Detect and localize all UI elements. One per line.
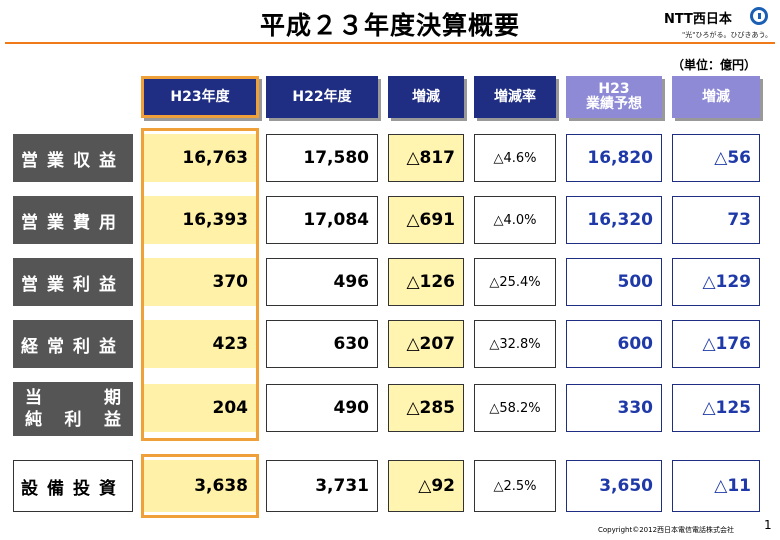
cell-diff2: △129 bbox=[672, 258, 760, 306]
row-label-line2: 純 利 益 bbox=[25, 409, 121, 431]
cell-rate: △4.6% bbox=[474, 134, 556, 182]
cell-forecast: 600 bbox=[566, 320, 662, 368]
cell-forecast: 330 bbox=[566, 384, 662, 432]
unit-label: （単位：億円） bbox=[672, 58, 757, 72]
header-rate: 増減率 bbox=[474, 76, 556, 118]
cell-rate: △32.8% bbox=[474, 320, 556, 368]
cell-h23: 16,763 bbox=[144, 134, 256, 182]
row-label-net-income: 当 期 純 利 益 bbox=[13, 382, 133, 436]
row-label-operating-income: 営業利益 bbox=[13, 258, 133, 306]
cell-forecast: 16,320 bbox=[566, 196, 662, 244]
copyright: Copyright©2012西日本電信電話株式会社 bbox=[598, 526, 735, 534]
row-label-char: 当 bbox=[25, 388, 42, 408]
cell-diff: △285 bbox=[388, 384, 464, 432]
cell-forecast: 500 bbox=[566, 258, 662, 306]
cell-h23: 370 bbox=[144, 258, 256, 306]
header-diff: 増減 bbox=[388, 76, 464, 118]
cell-rate: △4.0% bbox=[474, 196, 556, 244]
cell-forecast: 3,650 bbox=[566, 460, 662, 512]
row-label-line1: 当 期 bbox=[25, 387, 121, 409]
cell-h22: 630 bbox=[266, 320, 378, 368]
row-label-char: 利 bbox=[64, 410, 82, 430]
cell-diff: △691 bbox=[388, 196, 464, 244]
cell-diff2: △176 bbox=[672, 320, 760, 368]
cell-diff: △126 bbox=[388, 258, 464, 306]
company-logo: NTT西日本 "光"ひろがる。ひびきあう。 bbox=[664, 7, 774, 42]
header-forecast-line1: H23 bbox=[598, 81, 630, 97]
cell-h22: 3,731 bbox=[266, 460, 378, 512]
cell-h22: 17,580 bbox=[266, 134, 378, 182]
cell-h22: 490 bbox=[266, 384, 378, 432]
header-h23: H23年度 bbox=[141, 76, 259, 118]
cell-diff2: △11 bbox=[672, 460, 760, 512]
row-label-char: 純 bbox=[25, 410, 42, 430]
cell-rate: △58.2% bbox=[474, 384, 556, 432]
cell-h23: 423 bbox=[144, 320, 256, 368]
cell-rate: △2.5% bbox=[474, 460, 556, 512]
cell-h23: 16,393 bbox=[144, 196, 256, 244]
ntt-logo-icon bbox=[750, 7, 768, 25]
cell-diff: △92 bbox=[388, 460, 464, 512]
cell-forecast: 16,820 bbox=[566, 134, 662, 182]
page-title: 平成２３年度決算概要 bbox=[259, 11, 520, 40]
title-divider bbox=[5, 42, 775, 44]
header-forecast-line2: 業績予想 bbox=[586, 96, 642, 112]
header-forecast: H23 業績予想 bbox=[566, 76, 662, 118]
header-diff2: 増減 bbox=[672, 76, 760, 118]
row-label-capex: 設備投資 bbox=[13, 460, 133, 512]
cell-diff2: △125 bbox=[672, 384, 760, 432]
cell-h23: 204 bbox=[144, 384, 256, 432]
cell-diff2: 73 bbox=[672, 196, 760, 244]
cell-diff2: △56 bbox=[672, 134, 760, 182]
logo-name: NTT西日本 bbox=[664, 12, 732, 27]
cell-diff: △207 bbox=[388, 320, 464, 368]
row-label-revenue: 営業収益 bbox=[13, 134, 133, 182]
cell-diff: △817 bbox=[388, 134, 464, 182]
cell-h23: 3,638 bbox=[144, 460, 256, 512]
cell-h22: 17,084 bbox=[266, 196, 378, 244]
row-label-char: 益 bbox=[104, 410, 121, 430]
row-label-ordinary-income: 経常利益 bbox=[13, 320, 133, 368]
row-label-expenses: 営業費用 bbox=[13, 196, 133, 244]
page-number: 1 bbox=[764, 518, 772, 532]
cell-rate: △25.4% bbox=[474, 258, 556, 306]
row-label-char: 期 bbox=[104, 388, 121, 408]
cell-h22: 496 bbox=[266, 258, 378, 306]
logo-tagline: "光"ひろがる。ひびきあう。 bbox=[682, 31, 773, 39]
header-h22: H22年度 bbox=[266, 76, 378, 118]
